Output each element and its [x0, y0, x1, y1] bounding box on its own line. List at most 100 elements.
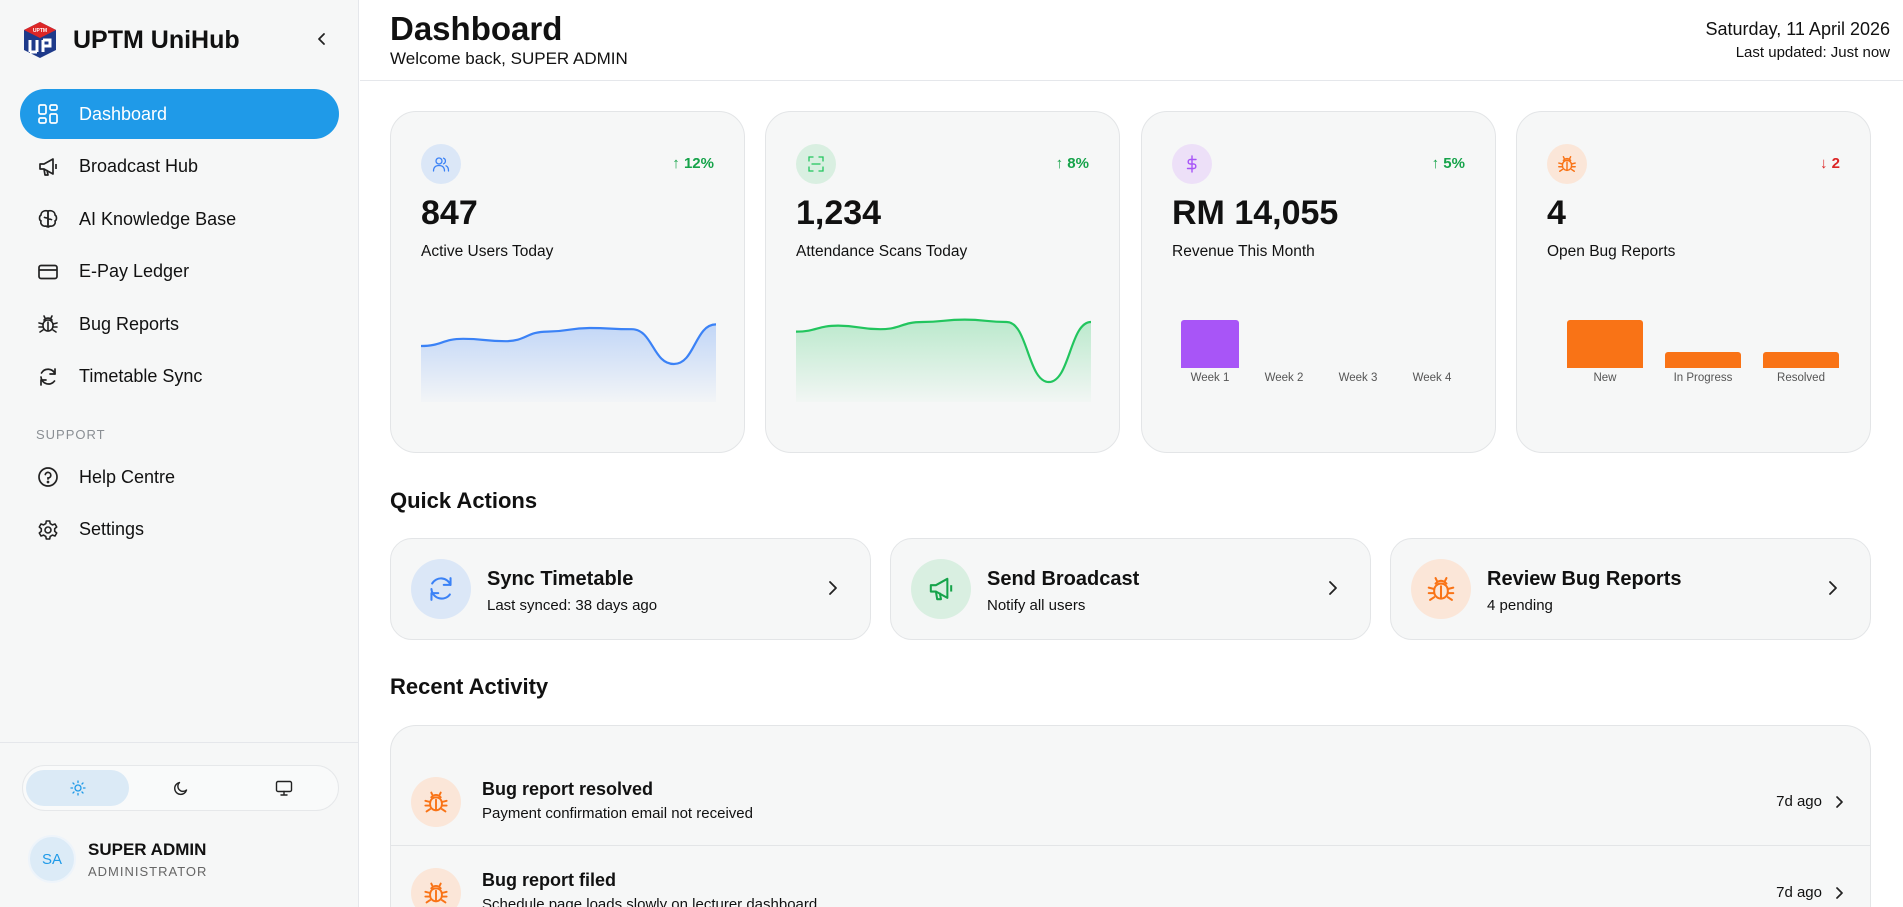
refresh-icon: [411, 559, 471, 619]
x-tick-label: Week 1: [1190, 372, 1230, 384]
chart-bar: [1567, 320, 1643, 368]
last-updated: Last updated: Just now: [1735, 44, 1890, 61]
stat-label: Revenue This Month: [1172, 243, 1315, 260]
moon-icon: [174, 781, 188, 795]
activity-description: Schedule page loads slowly on lecturer d…: [482, 896, 818, 907]
bug-icon: [411, 868, 461, 907]
stat-label: Attendance Scans Today: [796, 243, 968, 260]
x-tick-label: Week 4: [1412, 372, 1452, 384]
x-tick-label: New: [1593, 372, 1617, 384]
quick-action-title: Review Bug Reports: [1487, 568, 1682, 590]
dashboard-icon: [35, 101, 61, 127]
sidebar-item-help-centre[interactable]: Help Centre: [20, 452, 339, 502]
bar-chart: Week 1 Week 2 Week 3 Week 4: [1172, 302, 1467, 392]
sidebar-item-ai-knowledge-base[interactable]: AI Knowledge Base: [20, 194, 339, 244]
bar-chart: New In Progress Resolved: [1547, 302, 1842, 392]
bug-icon: [35, 311, 61, 337]
chevron-right-icon: [822, 577, 844, 599]
quick-action-sync-timetable[interactable]: Sync Timetable Last synced: 38 days ago: [390, 538, 871, 640]
area-fill: [796, 319, 1091, 402]
x-tick-label: Resolved: [1777, 372, 1825, 384]
sidebar-item-label: Timetable Sync: [79, 366, 203, 386]
scan-icon: [796, 144, 836, 184]
user-role: ADMINISTRATOR: [88, 863, 208, 879]
stat-value: 1,234: [796, 194, 882, 232]
sidebar-item-label: E-Pay Ledger: [79, 261, 190, 281]
stat-label: Active Users Today: [421, 243, 554, 260]
theme-light-button[interactable]: [26, 770, 129, 806]
x-tick-label: In Progress: [1673, 372, 1733, 384]
quick-actions-title: Quick Actions: [390, 488, 538, 513]
series-line: [421, 323, 716, 366]
sidebar: UPTM UPTM UniHub Dashboard Broadcast Hub: [0, 0, 359, 907]
sidebar-item-bug-reports[interactable]: Bug Reports: [20, 299, 339, 349]
chevron-right-icon: [1830, 883, 1850, 903]
sidebar-footer: SA SUPER ADMIN ADMINISTRATOR: [0, 742, 359, 907]
x-tick-label: Week 3: [1338, 372, 1378, 384]
sidebar-item-label: AI Knowledge Base: [79, 208, 237, 229]
dollar-icon: [1172, 144, 1212, 184]
stat-value: 847: [421, 194, 478, 232]
svg-text:UPTM: UPTM: [33, 28, 47, 34]
chart-bar: [1763, 352, 1839, 368]
sidebar-item-broadcast-hub[interactable]: Broadcast Hub: [20, 142, 339, 192]
bug-icon: [1411, 559, 1471, 619]
theme-dark-button[interactable]: [129, 770, 232, 806]
main-nav: Dashboard Broadcast Hub AI Knowledge Bas…: [20, 89, 339, 404]
chart-bar: [1665, 352, 1741, 368]
activity-title: Bug report resolved: [482, 779, 654, 799]
user-profile[interactable]: SA SUPER ADMIN ADMINISTRATOR: [28, 835, 207, 883]
sidebar-item-label: Help Centre: [79, 466, 176, 487]
sidebar-item-dashboard[interactable]: Dashboard: [20, 89, 339, 139]
quick-action-subtitle: Last synced: 38 days ago: [487, 597, 658, 614]
area-fill: [421, 324, 716, 402]
theme-toggle: [22, 765, 339, 811]
quick-action-review-bug-reports[interactable]: Review Bug Reports 4 pending: [1390, 538, 1871, 640]
megaphone-icon: [35, 154, 61, 180]
stat-card-attendance-scans: ↑ 8% 1,234 Attendance Scans Today: [765, 111, 1120, 453]
activity-description: Payment confirmation email not received: [482, 805, 753, 822]
gear-icon: [35, 517, 61, 543]
activity-item[interactable]: Bug report resolved Payment confirmation…: [391, 755, 1870, 846]
sidebar-item-label: Settings: [79, 519, 145, 539]
recent-activity-title: Recent Activity: [390, 674, 549, 699]
chart-bar: [1181, 320, 1239, 368]
sidebar-item-settings[interactable]: Settings: [20, 505, 339, 555]
quick-action-title: Send Broadcast: [987, 568, 1140, 590]
refresh-icon: [35, 364, 61, 390]
sparkline-chart: [796, 318, 1091, 402]
activity-time: 7d ago: [1776, 884, 1822, 901]
avatar: SA: [28, 835, 76, 883]
sidebar-item-e-pay-ledger[interactable]: E-Pay Ledger: [20, 247, 339, 297]
quick-action-subtitle: 4 pending: [1487, 597, 1553, 614]
user-name: SUPER ADMIN: [88, 839, 207, 859]
activity-item[interactable]: Bug report filed Schedule page loads slo…: [391, 846, 1870, 907]
stat-value: RM 14,055: [1172, 194, 1339, 232]
sidebar-item-label: Bug Reports: [79, 313, 180, 334]
theme-system-button[interactable]: [232, 770, 335, 806]
activity-time: 7d ago: [1776, 793, 1822, 810]
sidebar-item-timetable-sync[interactable]: Timetable Sync: [20, 352, 339, 402]
chevron-right-icon: [1322, 577, 1344, 599]
stat-card-bug-reports: ↓ 2 4 Open Bug Reports New In Progress Res…: [1516, 111, 1871, 453]
users-icon: [421, 144, 461, 184]
quick-action-send-broadcast[interactable]: Send Broadcast Notify all users: [890, 538, 1371, 640]
trend-indicator: ↑ 12%: [672, 155, 714, 172]
activity-title: Bug report filed: [482, 870, 616, 890]
stat-label: Open Bug Reports: [1547, 243, 1676, 260]
stat-card-revenue: ↑ 5% RM 14,055 Revenue This Month Week 1…: [1141, 111, 1496, 453]
uptm-logo: UPTM: [20, 20, 60, 60]
trend-indicator: ↓ 2: [1819, 155, 1840, 172]
collapse-sidebar-button[interactable]: [310, 27, 334, 51]
stat-value: 4: [1547, 194, 1566, 232]
bug-icon: [411, 777, 461, 827]
quick-action-title: Sync Timetable: [487, 568, 634, 590]
brand[interactable]: UPTM UPTM UniHub: [20, 20, 240, 60]
credit-card-icon: [35, 259, 61, 285]
stat-card-active-users: ↑ 12% 847 Active Users Today: [390, 111, 745, 453]
page-title: Dashboard: [390, 10, 563, 47]
sparkline-chart: [421, 323, 716, 402]
megaphone-icon: [911, 559, 971, 619]
recent-activity-list: Bug report resolved Payment confirmation…: [390, 725, 1871, 907]
trend-indicator: ↑ 8%: [1055, 155, 1089, 172]
